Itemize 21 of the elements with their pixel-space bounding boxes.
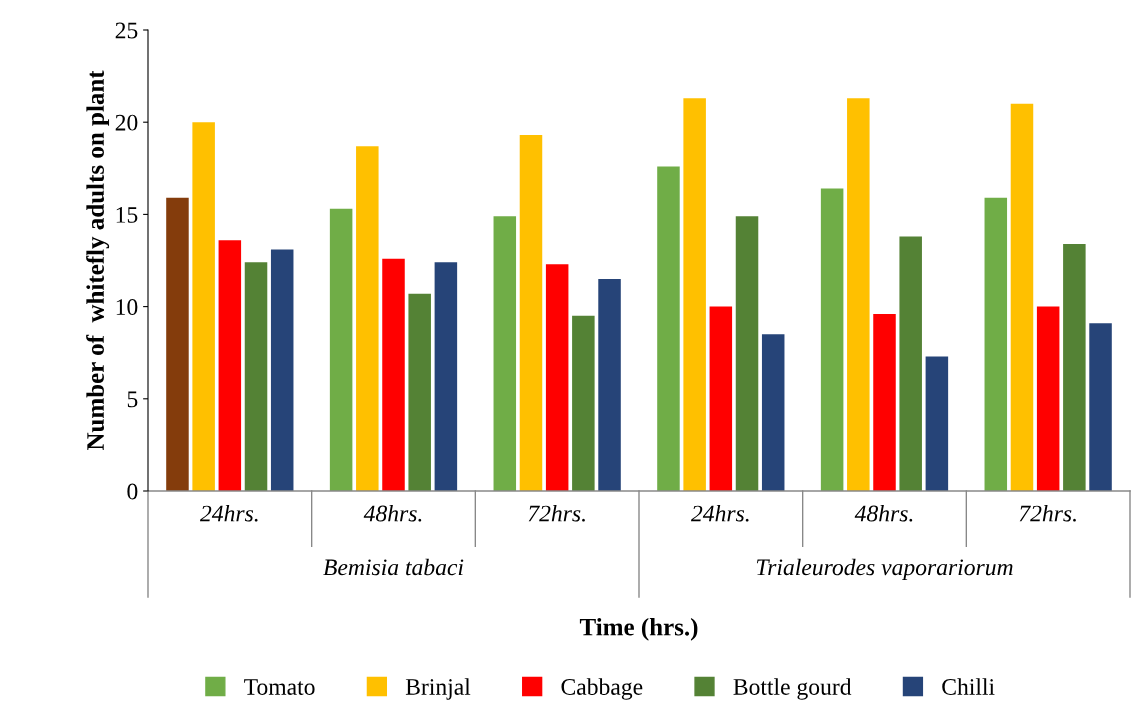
y-tick-label: 5 bbox=[127, 391, 138, 408]
legend-label: Chilli bbox=[942, 678, 995, 695]
legend-label: Tomato bbox=[244, 679, 315, 695]
y-tick-label: 10 bbox=[116, 299, 138, 316]
legend-label: Brinjal bbox=[405, 678, 471, 700]
x-tick-label: 72hrs. bbox=[528, 504, 585, 522]
x-tick-label: 24hrs. bbox=[690, 504, 749, 522]
legend-label: Cabbage bbox=[561, 678, 643, 700]
x-tick-label: 72hrs. bbox=[1019, 504, 1076, 522]
x-tick-label: 48hrs. bbox=[363, 504, 422, 522]
y-tick-label: 25 bbox=[115, 22, 138, 39]
x-tick-label: 24hrs. bbox=[199, 504, 258, 522]
legend-label: Bottle gourd bbox=[733, 678, 852, 700]
y-tick-label: 20 bbox=[115, 114, 138, 131]
y-axis-title: Number of whitefly adults on plant bbox=[86, 70, 110, 451]
text: Trialeurodes vaporariorum bbox=[756, 558, 1013, 581]
x-tick-label: 48hrs. bbox=[854, 504, 913, 522]
text: Bemisia tabaci bbox=[323, 558, 464, 576]
y-tick-label: 0 bbox=[127, 483, 138, 500]
y-tick-label: 15 bbox=[116, 207, 138, 223]
x-axis-title: Time (hrs.) bbox=[579, 617, 698, 641]
